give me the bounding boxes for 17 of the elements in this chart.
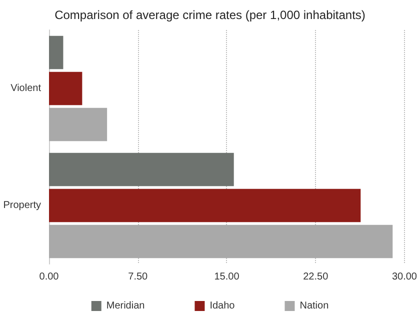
legend-label: Nation (300, 300, 329, 312)
bar (49, 152, 234, 186)
chart-title: Comparison of average crime rates (per 1,000 inhabitants) (54, 8, 366, 22)
x-tick-label: 30.00 (392, 272, 418, 282)
bar (49, 188, 361, 222)
x-tick-label: 15.00 (214, 272, 240, 282)
x-tick-label: 22.50 (303, 272, 329, 282)
x-tick-label: 7.50 (128, 272, 148, 282)
bar (49, 72, 82, 106)
x-tick-label: 0.00 (39, 272, 60, 282)
bar (49, 108, 108, 142)
y-tick-label: Violent (10, 83, 42, 94)
bar (49, 224, 393, 258)
legend-label: Idaho (210, 300, 236, 312)
bar (49, 36, 64, 70)
legend-label: Meridian (106, 300, 145, 312)
y-tick-label: Property (3, 200, 41, 211)
